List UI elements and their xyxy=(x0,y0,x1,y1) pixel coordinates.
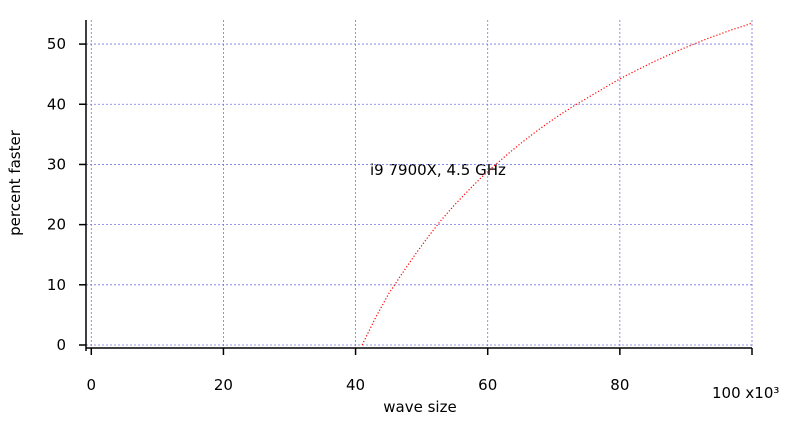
y-tick-label: 0 xyxy=(56,336,66,354)
data-line xyxy=(361,22,753,346)
x-tick-label: 20 xyxy=(214,376,233,394)
x-tick-label: 100 x10³ xyxy=(712,384,779,402)
x-axis-label: wave size xyxy=(383,398,456,416)
y-tick-label: 20 xyxy=(47,216,66,234)
annotation: i9 7900X, 4.5 GHz xyxy=(370,161,506,179)
y-tick-label: 40 xyxy=(47,95,66,113)
x-tick-label: 0 xyxy=(87,376,97,394)
y-axis-label: percent faster xyxy=(6,129,24,236)
x-tick-label: 80 xyxy=(610,376,629,394)
x-tick-label: 60 xyxy=(478,376,497,394)
y-tick-label: 30 xyxy=(47,155,66,173)
y-tick-label: 10 xyxy=(47,276,66,294)
y-tick-label: 50 xyxy=(47,35,66,53)
x-tick-label: 40 xyxy=(346,376,365,394)
